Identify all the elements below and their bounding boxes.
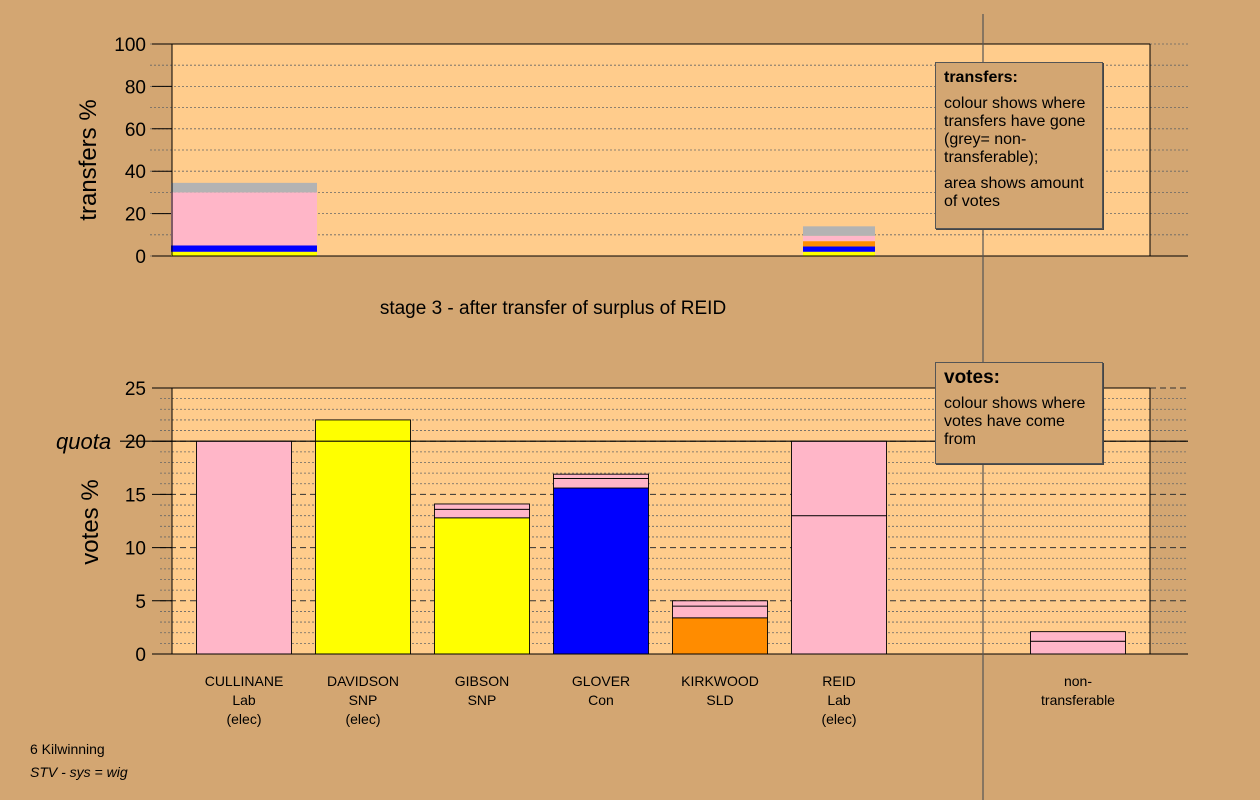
category-label: KIRKWOOD xyxy=(681,673,759,689)
transfer-segment xyxy=(171,245,317,252)
vote-segment xyxy=(434,517,530,655)
transfer-segment xyxy=(803,235,875,242)
category-label: CULLINANE xyxy=(205,673,284,689)
transfer-segment xyxy=(171,251,317,256)
transfers-legend-line1: colour shows where transfers have gone (… xyxy=(944,95,1086,166)
votes-tick-label: 20 xyxy=(125,432,146,453)
category-label: non- xyxy=(1064,673,1092,689)
transfers-tick-label: 100 xyxy=(114,35,146,56)
transfer-segment xyxy=(803,226,875,236)
transfers-tick-label: 0 xyxy=(135,247,146,268)
transfers-legend: transfers: colour shows where transfers … xyxy=(935,62,1103,229)
category-label: DAVIDSON xyxy=(327,673,399,689)
category-label: SNP xyxy=(468,692,497,708)
votes-tick-label: 10 xyxy=(125,539,146,560)
transfers-tick-label: 20 xyxy=(125,205,146,226)
category-label: (elec) xyxy=(345,711,380,727)
votes-chart: 0 5 10 15 20 25 CULLINANE Lab (elec) DAVIDSON SNP (… xyxy=(120,379,1188,727)
votes-tick-label: 5 xyxy=(135,592,146,613)
vote-segment xyxy=(315,419,411,655)
transfers-legend-title: transfers: xyxy=(944,69,1018,86)
votes-tick-label: 25 xyxy=(125,379,146,400)
system-label: STV - sys = wig xyxy=(30,764,128,780)
vote-segment xyxy=(791,515,887,655)
category-label: SNP xyxy=(349,692,378,708)
vote-segment xyxy=(553,473,649,479)
category-label: Con xyxy=(588,692,614,708)
vote-segment xyxy=(672,605,768,619)
transfers-y-label: transfers % xyxy=(75,99,102,220)
vote-segment xyxy=(553,487,649,655)
category-label: GLOVER xyxy=(572,673,630,689)
vote-segment xyxy=(553,477,649,489)
vote-segment xyxy=(1030,631,1126,642)
transfer-segment xyxy=(171,182,317,193)
category-label: SLD xyxy=(706,692,733,708)
vote-segment xyxy=(196,440,292,655)
votes-legend-line1: colour shows where votes have come from xyxy=(944,395,1086,448)
votes-legend: votes: colour shows where votes have com… xyxy=(935,362,1103,464)
transfer-segment xyxy=(803,251,875,256)
vote-segment xyxy=(1030,640,1126,655)
transfers-tick-label: 80 xyxy=(125,77,146,98)
transfer-segment xyxy=(803,241,875,247)
transfer-segment xyxy=(171,192,317,246)
category-label: GIBSON xyxy=(455,673,509,689)
category-label: REID xyxy=(822,673,855,689)
transfers-legend-line2: area shows amount of votes xyxy=(944,175,1084,210)
vote-segment xyxy=(434,508,530,519)
transfers-tick-label: 60 xyxy=(125,120,146,141)
vote-segment xyxy=(791,440,887,517)
category-label: Lab xyxy=(827,692,851,708)
votes-tick-label: 0 xyxy=(135,645,146,666)
category-label: Lab xyxy=(232,692,256,708)
transfers-tick-label: 40 xyxy=(125,162,146,183)
category-label: (elec) xyxy=(226,711,261,727)
votes-legend-title: votes: xyxy=(944,367,1000,388)
transfer-segment xyxy=(803,246,875,252)
votes-y-label: votes % xyxy=(77,479,104,564)
quota-label: quota xyxy=(56,429,111,454)
category-label: transferable xyxy=(1041,692,1115,708)
stage-title: stage 3 - after transfer of surplus of R… xyxy=(380,298,726,319)
votes-tick-label: 15 xyxy=(125,485,146,506)
vote-segment xyxy=(672,600,768,607)
ward-label: 6 Kilwinning xyxy=(30,741,105,757)
vote-segment xyxy=(672,617,768,655)
category-label: (elec) xyxy=(821,711,856,727)
vote-segment xyxy=(434,503,530,510)
